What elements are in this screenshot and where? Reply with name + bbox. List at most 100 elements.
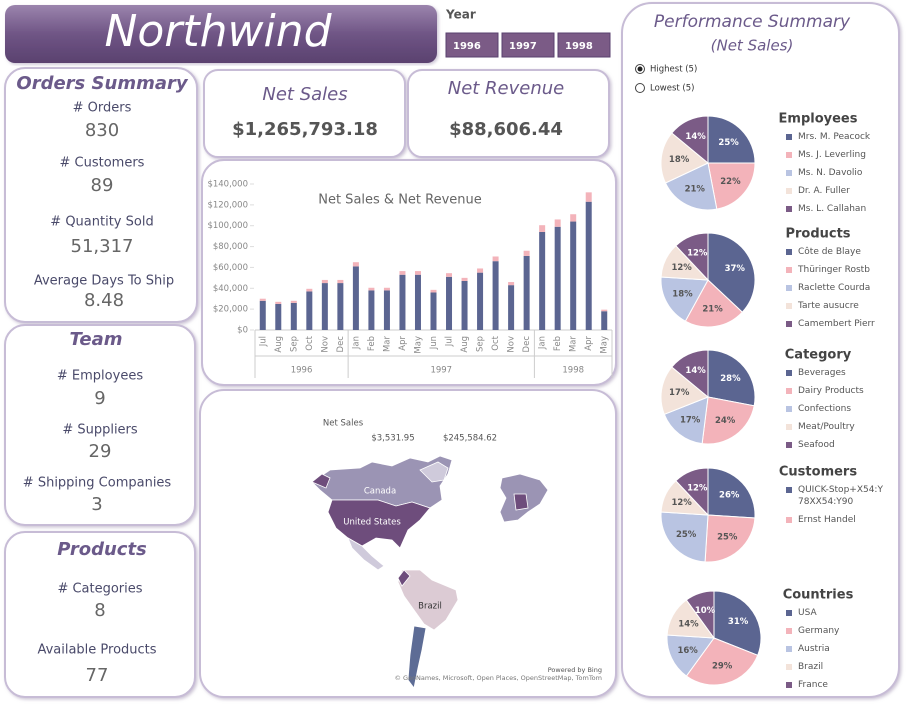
bar [570,214,577,222]
legend: Côte de Blaye Thüringer Rostb Raclette Cou… [786,246,886,329]
legend-entry: Ms. L. Callahan [786,203,886,215]
legend-max: $245,584.62 [443,434,497,444]
legend-entry: Dr. A. Fuller [786,185,886,197]
y-tick-label: $60,000 [213,263,248,273]
legend-entry: Thüringer Rostb [786,264,886,276]
year-button[interactable] [501,32,555,58]
legend-label: Confections [798,404,852,414]
legend-entry: Germany [786,625,886,637]
kpi-value: $88,606.44 [449,119,563,140]
bar [290,300,297,303]
y-tick-label: $40,000 [213,284,248,294]
bar [275,303,282,330]
year-button[interactable] [557,32,611,58]
y-tick-label: $20,000 [213,305,248,315]
brazil [397,569,459,631]
alaska [311,473,331,489]
stat-label: # Customers [60,156,145,171]
kpis: Net Sales $1,265,793.18 Net Revenue $88,606… [232,78,564,140]
pie-label: 17% [680,416,701,426]
legend-label: Brazil [798,662,824,672]
legend-label: Meat/Poultry [798,422,855,432]
pie-label: 12% [671,263,692,273]
legend-swatch [786,188,792,194]
legend-label: Tarte ausucre [798,301,859,311]
bar-chart: $0 $20,000 $40,000 $60,000 $80,000 $100,000 $1… [207,180,613,378]
radio-dot [637,66,643,72]
legend-swatch [786,267,792,273]
panel [203,69,406,158]
bar [259,300,266,330]
pie-label: 28% [720,374,741,384]
pie-slice [675,467,709,517]
pie-slice [704,514,756,563]
pie-slice [671,349,709,399]
bar [290,302,297,330]
legend-entry: Côte de Blaye [786,246,886,258]
legend-entry: Ms. N. Davolio [786,167,886,179]
pie-slice [660,132,709,184]
legend-entry: Ernst Handel [786,514,886,526]
legend-entry: USA [786,607,886,619]
bar [414,274,421,330]
legend-swatch [786,321,792,327]
legend-label: Ms. L. Callahan [798,204,867,214]
pie-slice [671,115,709,165]
pie-slice [663,396,709,445]
panel-title: Team [69,329,122,350]
y-tick-label: $80,000 [213,242,248,252]
pie-label: 14% [678,619,699,629]
stat-label: # Employees [57,369,143,384]
x-tick-label: Jul [445,336,455,347]
pie-slice [660,511,709,563]
bar [352,262,359,267]
pie-label: 24% [715,416,736,426]
legend-list: USA Germany Austria Brazil France [786,607,886,691]
x-tick-label: Dec [336,336,346,353]
pie-slice [685,637,759,686]
legend-swatch [786,682,792,688]
legend-entry: Tarte ausucre [786,300,886,312]
pie-label: 26% [719,491,740,501]
year-button-label: 1996 [453,41,481,52]
y-tick-label: $120,000 [207,200,248,210]
year-label: Year [445,8,476,22]
pie-slice [684,279,743,328]
legend-list: QUICK-Stop+X54:Y78XX54:Y90 Ernst Handel [786,484,886,526]
legend-swatch [786,487,792,493]
legend: Mrs. M. Peacock Ms. J. Leverling Ms. N. Da… [786,132,886,215]
pie-label: 12% [671,498,692,508]
pie-slice [701,396,755,445]
pie-label: 12% [687,483,708,493]
bar [414,271,421,275]
x-tick-label: Feb [367,336,377,351]
legend-entry: Brazil [786,661,886,673]
pie-slice [707,467,756,519]
pie-label: 21% [685,184,706,194]
stat-value: 830 [85,120,119,141]
stat-value: 9 [94,388,105,409]
stat-value: 8 [94,600,105,621]
year-button-label: 1997 [509,41,537,52]
legend-label: Ernst Handel [798,515,856,525]
bar [554,226,561,330]
radio[interactable] [635,83,645,93]
x-tick-label: Dec [522,336,532,353]
x-tick-label: Apr [584,336,594,351]
legend-swatch [786,152,792,158]
banner [5,5,437,63]
x-tick-label: May [413,336,423,354]
x-tick-label: May [600,336,610,354]
panel [4,531,196,698]
bar [477,268,484,273]
legend-swatch [786,370,792,376]
year-button[interactable] [445,32,499,58]
pie-slice [660,366,709,415]
radio-label: Lowest (5) [650,84,694,94]
legend-label: Ms. J. Leverling [798,150,866,160]
x-tick-label: Aug [274,336,284,353]
bar [601,311,608,330]
stat-label: Average Days To Ship [34,274,174,289]
